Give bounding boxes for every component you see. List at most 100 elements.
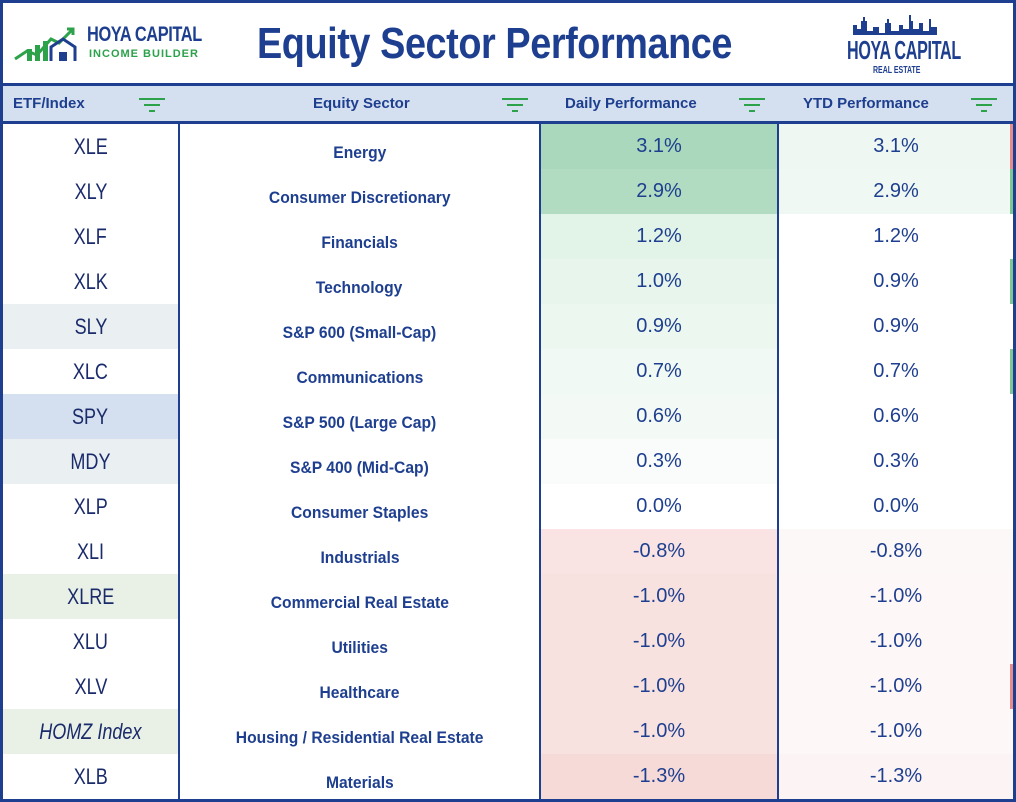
daily-performance-value: 3.1% bbox=[541, 124, 779, 169]
filter-icon[interactable] bbox=[139, 95, 165, 113]
table-row[interactable]: XLY Consumer Discretionary 2.9% 2.9% bbox=[3, 169, 1013, 214]
filter-icon[interactable] bbox=[739, 95, 765, 113]
daily-performance-value: 1.2% bbox=[541, 214, 779, 259]
table-row[interactable]: SLY S&P 600 (Small-Cap) 0.9% 0.9% bbox=[3, 304, 1013, 349]
filter-icon[interactable] bbox=[971, 95, 997, 113]
table-row[interactable]: XLI Industrials -0.8% -0.8% bbox=[3, 529, 1013, 574]
sector-name: S&P 500 (Large Cap) bbox=[282, 413, 437, 432]
daily-performance-value: 2.9% bbox=[541, 169, 779, 214]
sector-cell: Consumer Staples bbox=[180, 484, 541, 529]
etf-cell: XLV bbox=[3, 664, 180, 709]
sector-cell: Materials bbox=[180, 754, 541, 799]
sector-cell: Energy bbox=[180, 124, 541, 169]
ytd-performance-value: 0.0% bbox=[779, 484, 1013, 529]
column-header-row: ETF/Index Equity Sector Daily Performanc… bbox=[3, 83, 1013, 124]
column-header-etf[interactable]: ETF/Index bbox=[3, 86, 180, 121]
logo-right-tagline: REAL ESTATE bbox=[873, 65, 921, 76]
ytd-performance-value: 0.9% bbox=[779, 304, 1013, 349]
daily-performance-value: 0.9% bbox=[541, 304, 779, 349]
sector-name: Consumer Staples bbox=[290, 503, 429, 522]
etf-ticker: XLU bbox=[72, 629, 109, 654]
table-row[interactable]: XLE Energy 3.1% 3.1% bbox=[3, 124, 1013, 169]
daily-performance-value: 0.3% bbox=[541, 439, 779, 484]
sector-cell: Communications bbox=[180, 349, 541, 394]
etf-cell: XLP bbox=[3, 484, 180, 529]
sector-cell: S&P 600 (Small-Cap) bbox=[180, 304, 541, 349]
column-header-sector[interactable]: Equity Sector bbox=[180, 86, 541, 121]
etf-ticker: XLRE bbox=[66, 584, 115, 609]
etf-ticker: XLB bbox=[73, 764, 108, 789]
edge-mark bbox=[1010, 664, 1013, 709]
ytd-performance-value: -1.0% bbox=[779, 664, 1013, 709]
etf-ticker: MDY bbox=[70, 449, 111, 474]
logo-left-tagline: INCOME BUILDER bbox=[89, 48, 199, 60]
ytd-performance-value: -0.8% bbox=[779, 529, 1013, 574]
table-row[interactable]: XLC Communications 0.7% 0.7% bbox=[3, 349, 1013, 394]
sector-cell: Consumer Discretionary bbox=[180, 169, 541, 214]
table-row[interactable]: XLU Utilities -1.0% -1.0% bbox=[3, 619, 1013, 664]
sector-name: Consumer Discretionary bbox=[268, 188, 451, 207]
table-row[interactable]: XLRE Commercial Real Estate -1.0% -1.0% bbox=[3, 574, 1013, 619]
etf-cell: SPY bbox=[3, 394, 180, 439]
etf-ticker: XLP bbox=[73, 494, 108, 519]
sector-cell: Healthcare bbox=[180, 664, 541, 709]
ytd-performance-value: 0.9% bbox=[779, 259, 1013, 304]
sector-cell: Financials bbox=[180, 214, 541, 259]
table-row[interactable]: MDY S&P 400 (Mid-Cap) 0.3% 0.3% bbox=[3, 439, 1013, 484]
table-row[interactable]: XLV Healthcare -1.0% -1.0% bbox=[3, 664, 1013, 709]
daily-performance-value: -1.3% bbox=[541, 754, 779, 799]
daily-performance-value: 0.0% bbox=[541, 484, 779, 529]
ytd-performance-value: 0.3% bbox=[779, 439, 1013, 484]
etf-ticker: XLE bbox=[73, 134, 108, 159]
table-row[interactable]: XLF Financials 1.2% 1.2% bbox=[3, 214, 1013, 259]
sector-name: Technology bbox=[316, 278, 403, 297]
column-header-ytd-label: YTD Performance bbox=[803, 95, 929, 112]
house-chart-icon bbox=[14, 27, 77, 61]
sector-cell: Commercial Real Estate bbox=[180, 574, 541, 619]
logo-right-name: HOYA CAPITAL bbox=[847, 35, 961, 65]
etf-cell: XLB bbox=[3, 754, 180, 799]
sector-name: S&P 400 (Mid-Cap) bbox=[290, 458, 429, 477]
etf-ticker: XLV bbox=[74, 674, 107, 699]
ytd-performance-value: 2.9% bbox=[779, 169, 1013, 214]
sector-name: Communications bbox=[296, 368, 423, 387]
table-body: XLE Energy 3.1% 3.1% XLY Consumer Discretiona… bbox=[3, 124, 1013, 799]
etf-ticker: HOMZ Index bbox=[39, 719, 142, 744]
edge-mark bbox=[1010, 349, 1013, 394]
table-row[interactable]: HOMZ Index Housing / Residential Real Est… bbox=[3, 709, 1013, 754]
city-skyline-icon bbox=[853, 15, 937, 35]
table-row[interactable]: XLP Consumer Staples 0.0% 0.0% bbox=[3, 484, 1013, 529]
etf-cell: XLU bbox=[3, 619, 180, 664]
daily-performance-value: -0.8% bbox=[541, 529, 779, 574]
etf-ticker: XLK bbox=[73, 269, 108, 294]
ytd-performance-value: 3.1% bbox=[779, 124, 1013, 169]
sector-name: Energy bbox=[332, 143, 387, 162]
sector-cell: Industrials bbox=[180, 529, 541, 574]
etf-cell: HOMZ Index bbox=[3, 709, 180, 754]
sector-cell: S&P 400 (Mid-Cap) bbox=[180, 439, 541, 484]
sector-name: S&P 600 (Small-Cap) bbox=[282, 323, 437, 342]
ytd-performance-value: 0.6% bbox=[779, 394, 1013, 439]
etf-cell: XLY bbox=[3, 169, 180, 214]
sector-name: Housing / Residential Real Estate bbox=[235, 728, 484, 747]
etf-cell: XLC bbox=[3, 349, 180, 394]
etf-cell: MDY bbox=[3, 439, 180, 484]
daily-performance-value: 0.7% bbox=[541, 349, 779, 394]
sector-name: Financials bbox=[321, 233, 398, 252]
logo-left-name: HOYA CAPITAL bbox=[87, 23, 202, 46]
etf-ticker: XLI bbox=[76, 539, 105, 564]
edge-mark bbox=[1010, 124, 1013, 169]
column-header-ytd[interactable]: YTD Performance bbox=[779, 86, 1013, 121]
table-row[interactable]: SPY S&P 500 (Large Cap) 0.6% 0.6% bbox=[3, 394, 1013, 439]
etf-cell: SLY bbox=[3, 304, 180, 349]
column-header-daily[interactable]: Daily Performance bbox=[541, 86, 779, 121]
sector-name: Utilities bbox=[331, 638, 388, 657]
column-header-sector-label: Equity Sector bbox=[313, 95, 410, 112]
table-row[interactable]: XLK Technology 1.0% 0.9% bbox=[3, 259, 1013, 304]
filter-icon[interactable] bbox=[502, 95, 528, 113]
etf-ticker: XLY bbox=[74, 179, 107, 204]
edge-mark bbox=[1010, 169, 1013, 214]
ytd-performance-value: -1.0% bbox=[779, 574, 1013, 619]
sector-name: Commercial Real Estate bbox=[270, 593, 449, 612]
table-row[interactable]: XLB Materials -1.3% -1.3% bbox=[3, 754, 1013, 799]
